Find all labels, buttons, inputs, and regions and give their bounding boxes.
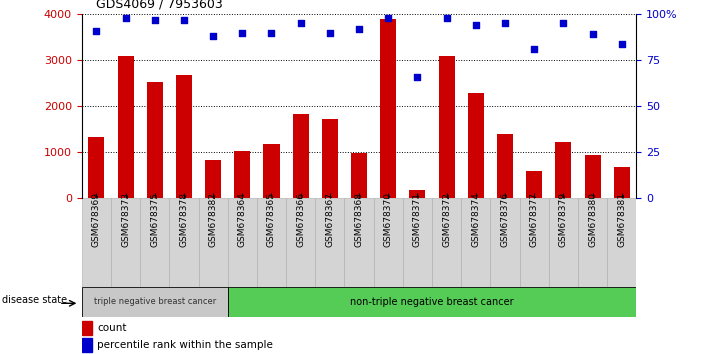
Bar (520, 198, 549, 287)
Bar (82, 198, 111, 287)
Point (528, 46, 540, 52)
Point (353, 26, 365, 32)
Bar (555, 142, 572, 198)
Bar (491, 198, 520, 287)
Bar (351, 153, 367, 198)
Bar (228, 287, 636, 317)
Text: disease state: disease state (1, 295, 67, 305)
Bar (198, 198, 228, 287)
Point (499, 21, 510, 26)
Point (470, 22, 481, 28)
Bar (169, 198, 198, 287)
Bar (146, 82, 163, 198)
Bar (82, 321, 92, 335)
Bar (82, 338, 92, 352)
Point (383, 15, 394, 21)
Point (295, 21, 306, 26)
Bar (432, 198, 461, 287)
Point (237, 30, 248, 35)
Bar (293, 114, 309, 198)
Bar (111, 198, 140, 287)
Bar (380, 19, 396, 198)
Bar (235, 151, 250, 198)
Bar (176, 75, 192, 198)
Bar (344, 198, 374, 287)
Text: count: count (97, 322, 127, 333)
Point (441, 15, 452, 21)
Bar (315, 198, 344, 287)
Bar (374, 198, 403, 287)
Point (91, 28, 102, 34)
Bar (88, 137, 105, 198)
Bar (228, 198, 257, 287)
Text: non-triple negative breast cancer: non-triple negative breast cancer (351, 297, 514, 307)
Point (616, 41, 627, 46)
Point (324, 30, 336, 35)
Point (208, 33, 219, 39)
Bar (584, 155, 601, 198)
Bar (614, 167, 630, 198)
Text: GDS4069 / 7953603: GDS4069 / 7953603 (96, 0, 223, 11)
Bar (286, 198, 315, 287)
Bar (461, 198, 491, 287)
Bar (410, 190, 425, 198)
Text: triple negative breast cancer: triple negative breast cancer (94, 297, 216, 306)
Bar (468, 93, 483, 198)
Bar (82, 287, 228, 317)
Point (412, 74, 423, 80)
Bar (497, 134, 513, 198)
Bar (439, 56, 454, 198)
Bar (607, 198, 636, 287)
Bar (117, 56, 134, 198)
Bar (322, 119, 338, 198)
Bar (403, 198, 432, 287)
Point (120, 15, 132, 21)
Bar (549, 198, 578, 287)
Point (587, 32, 598, 37)
Text: percentile rank within the sample: percentile rank within the sample (97, 340, 273, 350)
Bar (257, 198, 286, 287)
Bar (264, 144, 279, 198)
Point (178, 17, 190, 23)
Point (266, 30, 277, 35)
Bar (526, 171, 542, 198)
Point (149, 17, 161, 23)
Bar (578, 198, 607, 287)
Bar (205, 160, 221, 198)
Point (557, 21, 569, 26)
Bar (140, 198, 169, 287)
